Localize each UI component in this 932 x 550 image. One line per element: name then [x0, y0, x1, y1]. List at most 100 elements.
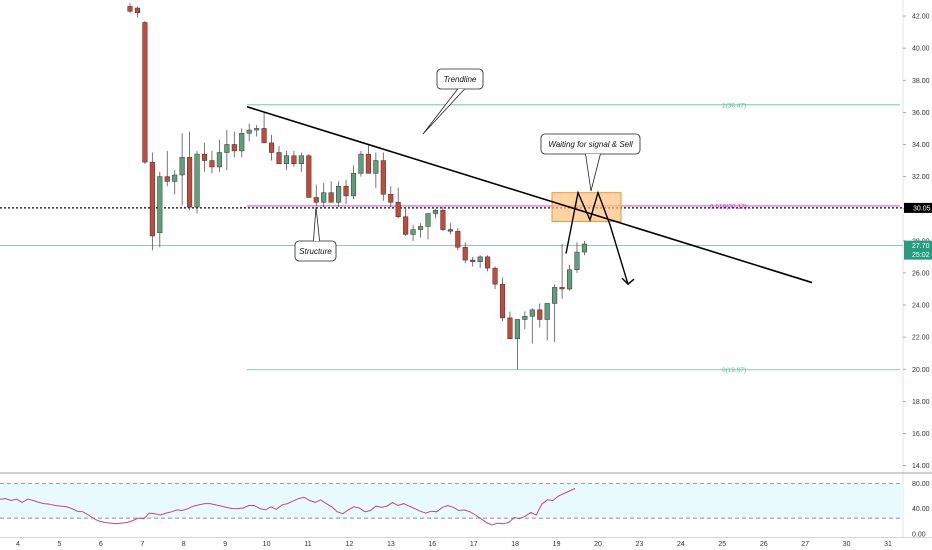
callout-text: Structure — [299, 247, 332, 256]
candle-body — [544, 303, 550, 320]
time-tick-label: 13 — [387, 541, 395, 548]
candle-body — [149, 161, 155, 237]
price-tick-label: 34.00 — [912, 142, 930, 149]
fib-level-label: 0(19.97) — [722, 367, 746, 374]
price-tick-label: 22.00 — [912, 335, 930, 342]
callout-text: Trendline — [444, 75, 477, 84]
candle-body — [343, 185, 349, 197]
candle-body — [492, 267, 498, 285]
candle-body — [559, 287, 565, 290]
candle-body — [499, 283, 506, 319]
candle-body — [194, 153, 200, 208]
time-tick-label: 12 — [346, 541, 354, 548]
candle-body — [231, 144, 237, 152]
candle-body — [410, 229, 416, 235]
candle-body — [313, 197, 319, 203]
fib-level-label: 1(36.47) — [722, 102, 746, 109]
callout-pointer — [422, 88, 465, 135]
callout-pointer — [313, 206, 320, 242]
candle-body — [514, 319, 520, 339]
price-tick-label: 24.00 — [912, 303, 930, 310]
candle-body — [470, 259, 476, 262]
time-tick-label: 20 — [594, 541, 602, 548]
candle-body — [380, 160, 386, 195]
time-tick-label: 27 — [801, 541, 809, 548]
rsi-band — [0, 483, 903, 519]
candle-body — [403, 216, 409, 235]
callout-pointer — [585, 153, 601, 192]
candle-body — [388, 194, 394, 203]
rsi-line — [0, 488, 576, 526]
price-tick-label: 42.00 — [912, 14, 930, 21]
candle-body — [172, 174, 178, 182]
last-price-badge: 27.70 25:02 — [904, 240, 932, 260]
candle-body — [239, 133, 245, 152]
candle-body — [306, 155, 312, 198]
candle-body — [455, 230, 461, 248]
candle-body — [365, 153, 371, 174]
sell-signal-callout: Waiting for signal & Sell — [540, 133, 641, 192]
time-tick-label: 11 — [304, 541, 311, 548]
time-tick-label: 19 — [553, 541, 561, 548]
rsi-tick-label: 40.00 — [912, 506, 930, 513]
candle-body — [134, 7, 140, 14]
fib-retracement: 1(36.47) 0.618(30.17) 0(19.97) — [0, 102, 903, 374]
candle-body — [462, 246, 468, 261]
candle-body — [425, 213, 431, 227]
projected-path — [565, 190, 629, 285]
candle-body — [522, 316, 528, 320]
time-tick-label: 26 — [760, 541, 768, 548]
drawings: Trendline Waiting for signal & Sell Struct… — [246, 68, 813, 286]
candle-body — [157, 176, 163, 234]
price-tick-label: 26.00 — [912, 270, 930, 277]
arrow-head — [621, 277, 635, 286]
time-tick-label: 5 — [57, 541, 61, 548]
candle-body — [485, 256, 491, 269]
time-tick-label: 23 — [636, 541, 644, 548]
rsi-tick-label: 0.00 — [912, 531, 926, 538]
time-tick-label: 24 — [677, 541, 685, 548]
time-tick-label: 7 — [140, 541, 144, 548]
candle-body — [373, 160, 379, 174]
candle-body — [552, 287, 558, 304]
candle-body — [127, 6, 133, 12]
candle-body — [201, 153, 208, 161]
time-tick-label: 16 — [428, 541, 436, 548]
candle-body — [537, 309, 543, 320]
time-tick-label: 8 — [182, 541, 186, 548]
price-tick-label: 18.00 — [912, 399, 930, 406]
price-tick-label: 32.00 — [912, 174, 930, 181]
time-tick-label: 10 — [263, 541, 271, 548]
candle-body — [418, 226, 424, 230]
candle-body — [246, 129, 252, 134]
price-axis: 42.0040.0038.0036.0034.0032.0030.0028.00… — [903, 14, 932, 470]
rsi-tick-label: 80.00 — [912, 481, 930, 488]
time-tick-label: 30 — [843, 541, 851, 548]
candle-body — [142, 22, 148, 163]
badge-text: 25:02 — [912, 252, 930, 259]
candle-body — [216, 152, 222, 168]
trendline-callout: Trendline — [422, 68, 484, 135]
current-price-badge: 30.05 — [904, 202, 932, 213]
candle-body — [350, 173, 357, 197]
time-tick-label: 6 — [99, 541, 103, 548]
candle-body — [507, 317, 513, 339]
time-tick-label: 4 — [16, 541, 20, 548]
candle-body — [321, 192, 327, 203]
candle-body — [224, 144, 230, 153]
candle-body — [328, 192, 334, 203]
candle-body — [440, 210, 446, 230]
price-tick-label: 16.00 — [912, 431, 930, 438]
candle-body — [529, 309, 535, 317]
price-tick-label: 38.00 — [912, 78, 930, 85]
price-tick-label: 14.00 — [912, 463, 930, 470]
time-tick-label: 18 — [511, 541, 519, 548]
structure-callout: Structure — [294, 206, 337, 262]
candle-body — [574, 251, 580, 270]
candle-body — [581, 243, 588, 253]
time-tick-label: 9 — [223, 541, 227, 548]
candle-body — [209, 160, 215, 168]
candle-body — [187, 157, 193, 208]
candle-body — [291, 155, 297, 165]
